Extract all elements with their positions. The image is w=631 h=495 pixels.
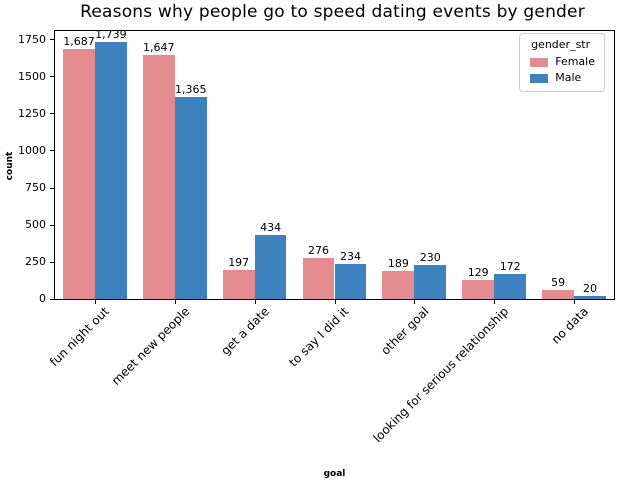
x-tick-mark [174, 300, 176, 304]
x-tick-mark [574, 300, 576, 304]
x-tick-mark [494, 300, 496, 304]
bar-female-7 [542, 290, 574, 299]
bar-female-3 [222, 269, 255, 299]
y-tick-label: 1500 [18, 69, 46, 83]
x-tick-mark [414, 300, 416, 304]
x-tick-label: other goal [378, 304, 432, 358]
bar-female-1 [63, 49, 95, 299]
x-tick-label: fun night out [47, 304, 113, 370]
y-tick-label: 1250 [18, 106, 46, 120]
bar-female-2 [142, 55, 175, 299]
y-tick-mark [50, 113, 54, 115]
legend-label: Male [555, 71, 582, 84]
bar-male-4 [334, 264, 367, 299]
y-tick-mark [50, 76, 54, 78]
x-tick-label: looking for serious relationship [370, 304, 512, 446]
bar-value-label: 234 [340, 250, 361, 264]
plot-area: 1,687 1,647 197 276 189 129 59 1,739 1,365 434 234… [54, 27, 615, 300]
bar-value-label: 434 [260, 220, 282, 234]
bar-value-label: 1,739 [95, 27, 127, 41]
bar-male-1 [94, 41, 127, 299]
y-tick-mark [50, 150, 54, 152]
x-axis-label: goal [323, 469, 346, 479]
bar-value-label: 20 [583, 282, 597, 295]
y-tick-label: 1000 [18, 143, 46, 157]
bar-value-label: 1,365 [175, 82, 207, 96]
y-tick-mark [50, 261, 54, 263]
chart-title: Reasons why people go to speed dating ev… [80, 2, 585, 22]
x-tick-label: meet new people [108, 304, 193, 388]
bar-male-3 [254, 234, 287, 299]
legend-item-female: Female [526, 54, 595, 70]
x-tick-mark [254, 300, 256, 304]
y-tick-mark [50, 298, 54, 300]
y-tick-mark [50, 187, 54, 189]
bar-female-6 [462, 279, 495, 299]
bar-male-7 [574, 296, 606, 299]
x-tick-label: no data [549, 304, 592, 347]
bar-value-label: 172 [499, 259, 521, 273]
x-tick-label: to say I did it [286, 304, 352, 370]
x-tick-mark [334, 300, 336, 304]
bar-male-6 [494, 273, 527, 299]
bar-value-label: 189 [387, 257, 409, 270]
y-tick-mark [50, 224, 54, 226]
legend: gender_str Female Male [519, 33, 605, 92]
bar-value-label: 129 [467, 265, 489, 279]
x-tick-mark [94, 300, 96, 304]
bar-male-5 [414, 264, 447, 299]
legend-swatch-icon [530, 73, 549, 83]
legend-items: Female Male [526, 54, 595, 86]
y-tick-label: 750 [25, 181, 46, 194]
legend-swatch-icon [530, 57, 549, 67]
legend-title: gender_str [531, 38, 591, 51]
bar-male-2 [174, 96, 207, 299]
bar-value-label: 230 [419, 250, 441, 264]
legend-item-male: Male [526, 70, 595, 86]
x-tick-label: get a date [218, 304, 272, 358]
bar-female-5 [382, 271, 415, 299]
y-tick-label: 0 [39, 292, 46, 305]
y-tick-label: 500 [25, 218, 46, 231]
y-tick-label: 250 [25, 255, 46, 268]
y-axis-label: count [5, 151, 15, 181]
bar-female-4 [302, 258, 335, 299]
bar-value-label: 1,647 [143, 41, 175, 55]
bar-value-label: 197 [228, 255, 250, 269]
legend-label: Female [555, 55, 595, 68]
bar-value-label: 59 [551, 276, 566, 290]
bar-value-label: 276 [308, 244, 329, 258]
y-tick-label: 1750 [18, 32, 46, 46]
bar-value-label: 1,687 [63, 35, 95, 49]
y-tick-mark [50, 39, 54, 41]
